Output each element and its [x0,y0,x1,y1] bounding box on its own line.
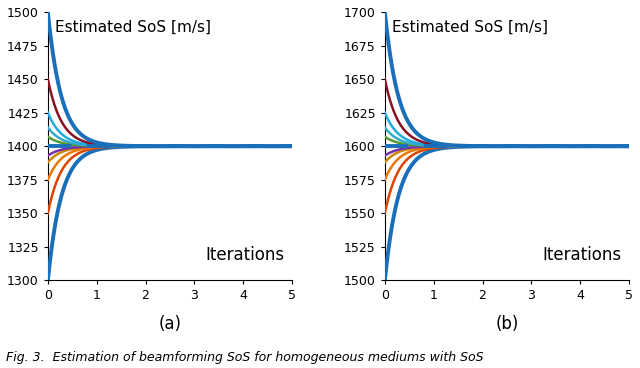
Text: (b): (b) [495,315,518,333]
Text: Fig. 3.  Estimation of beamforming SoS for homogeneous mediums with SoS: Fig. 3. Estimation of beamforming SoS fo… [6,351,484,364]
Text: Estimated SoS [m/s]: Estimated SoS [m/s] [55,20,211,35]
Text: (a): (a) [159,315,182,333]
Text: Iterations: Iterations [543,246,621,264]
Text: Estimated SoS [m/s]: Estimated SoS [m/s] [392,20,548,35]
Text: Iterations: Iterations [205,246,285,264]
